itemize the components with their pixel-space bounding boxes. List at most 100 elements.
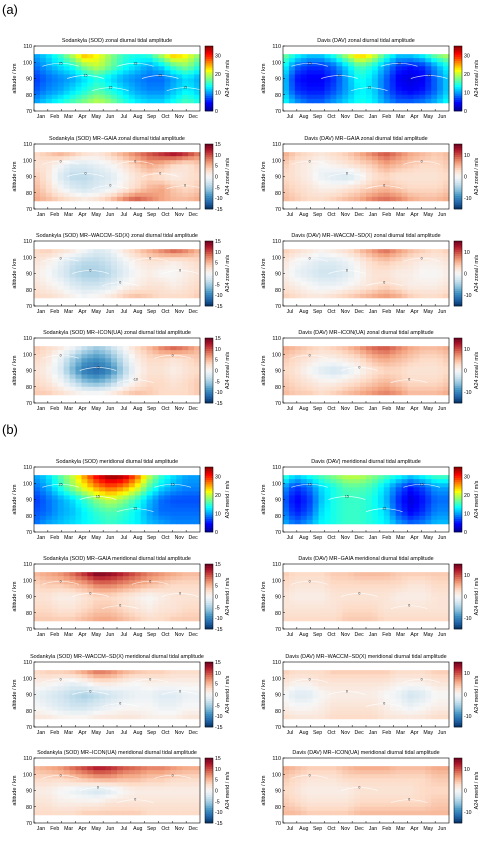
heatmap-cell — [372, 609, 378, 613]
heatmap-cell — [40, 83, 46, 87]
heatmap-cell — [176, 617, 182, 621]
heatmap-cell — [408, 346, 414, 350]
heatmap-cell — [396, 576, 402, 580]
heatmap-cell — [70, 58, 76, 62]
x-tick-label: Oct — [161, 632, 170, 638]
heatmap-cell — [176, 274, 182, 278]
heatmap-cell — [295, 475, 301, 479]
colorbar-step — [454, 375, 462, 377]
heatmap-cell — [348, 278, 354, 282]
heatmap-cell — [325, 253, 331, 257]
heatmap-cell — [330, 74, 336, 78]
heatmap-cell — [443, 91, 449, 95]
heatmap-cell — [443, 269, 449, 273]
colorbar-step — [205, 295, 213, 297]
heatmap-cell — [378, 520, 384, 524]
heatmap-cell — [295, 58, 301, 62]
heatmap-cell — [330, 58, 336, 62]
heatmap-cell — [313, 346, 319, 350]
heatmap-cell — [289, 278, 295, 282]
heatmap-cell — [170, 597, 176, 601]
heatmap-cell — [283, 597, 289, 601]
heatmap-cell — [402, 261, 408, 265]
heatmap-cell — [99, 362, 105, 366]
heatmap-cell — [419, 177, 425, 181]
heatmap-cell — [437, 66, 443, 70]
heatmap-cell — [40, 177, 46, 181]
heatmap-cell — [76, 253, 82, 257]
heatmap-cell — [378, 588, 384, 592]
colorbar-step — [454, 392, 462, 394]
heatmap-cell — [34, 475, 40, 479]
heatmap-cell — [437, 181, 443, 185]
heatmap-cell — [283, 265, 289, 269]
heatmap-cell — [384, 601, 390, 605]
heatmap-cell — [176, 294, 182, 298]
heatmap-cell — [425, 62, 431, 66]
heatmap-cell — [425, 257, 431, 261]
heatmap-cell — [396, 91, 402, 95]
heatmap-cell — [360, 572, 366, 576]
heatmap-cell — [87, 508, 93, 512]
heatmap-cell — [283, 177, 289, 181]
heatmap-cell — [283, 83, 289, 87]
heatmap-cell — [325, 152, 331, 156]
y-tick-label: 90 — [275, 369, 281, 375]
heatmap-cell — [52, 87, 58, 91]
heatmap-cell — [378, 74, 384, 78]
heatmap-cell — [135, 74, 141, 78]
heatmap-cell — [194, 597, 200, 601]
heatmap-cell — [372, 58, 378, 62]
colorbar-step — [205, 72, 213, 74]
heatmap-cell — [129, 87, 135, 91]
heatmap-cell — [81, 87, 87, 91]
heatmap-cell — [402, 152, 408, 156]
heatmap-cell — [396, 516, 402, 520]
heatmap-cell — [390, 83, 396, 87]
heatmap-cell — [408, 391, 414, 395]
heatmap-cell — [437, 487, 443, 491]
heatmap-cell — [99, 70, 105, 74]
heatmap-cell — [182, 257, 188, 261]
heatmap-cell — [336, 257, 342, 261]
heatmap-cell — [348, 261, 354, 265]
heatmap-cell — [390, 79, 396, 83]
heatmap-cell — [188, 74, 194, 78]
heatmap-cell — [384, 387, 390, 391]
heatmap-cell — [384, 265, 390, 269]
heatmap-cell — [34, 508, 40, 512]
colorbar-step — [205, 623, 213, 625]
heatmap-cell — [307, 500, 313, 504]
heatmap-cell — [384, 253, 390, 257]
heatmap-cell — [182, 580, 188, 584]
heatmap-cell — [52, 516, 58, 520]
heatmap-cell — [159, 274, 165, 278]
heatmap-cell — [93, 197, 99, 201]
heatmap-cell — [301, 379, 307, 383]
heatmap-cell — [330, 500, 336, 504]
heatmap-cell — [105, 475, 111, 479]
heatmap-cell — [366, 91, 372, 95]
y-tick-label: 90 — [275, 498, 281, 504]
heatmap-cell — [283, 383, 289, 387]
heatmap-cell — [402, 83, 408, 87]
heatmap-cell — [419, 487, 425, 491]
heatmap-cell — [443, 189, 449, 193]
heatmap-cell — [384, 491, 390, 495]
colorbar-step — [205, 384, 213, 386]
heatmap-cell — [342, 164, 348, 168]
heatmap-cell — [354, 160, 360, 164]
heatmap-cell — [443, 290, 449, 294]
heatmap-cell — [93, 253, 99, 257]
heatmap-cell — [176, 286, 182, 290]
x-tick-label: Mar — [64, 535, 73, 541]
heatmap-cell — [159, 487, 165, 491]
heatmap-cell — [99, 99, 105, 103]
heatmap-cell — [81, 491, 87, 495]
x-tick-label: Jul — [121, 406, 128, 412]
heatmap-cell — [348, 479, 354, 483]
heatmap-cell — [117, 269, 123, 273]
heatmap-cell — [325, 99, 331, 103]
heatmap-cell — [76, 181, 82, 185]
heatmap-cell — [360, 346, 366, 350]
